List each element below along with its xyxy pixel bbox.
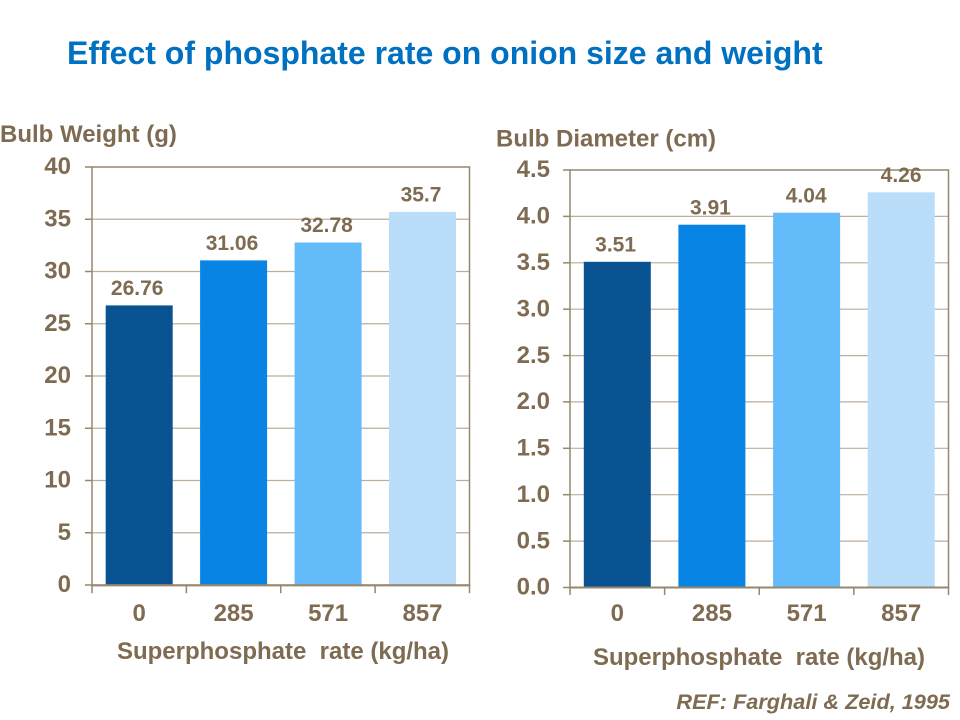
- svg-text:0: 0: [58, 571, 71, 598]
- svg-text:285: 285: [214, 600, 254, 627]
- svg-text:5: 5: [58, 519, 71, 546]
- svg-text:1.0: 1.0: [517, 481, 550, 508]
- svg-text:15: 15: [44, 414, 71, 441]
- svg-text:0: 0: [133, 600, 146, 627]
- svg-text:Superphosphate rate (kg/ha): Superphosphate rate (kg/ha): [117, 638, 449, 665]
- svg-text:3.91: 3.91: [690, 196, 731, 219]
- svg-text:3.0: 3.0: [517, 295, 550, 322]
- svg-text:857: 857: [881, 600, 921, 627]
- svg-text:26.76: 26.76: [111, 277, 164, 300]
- svg-text:Superphosphate rate (kg/ha): Superphosphate rate (kg/ha): [593, 644, 925, 671]
- svg-text:REF: Farghali & Zeid, 1995: REF: Farghali & Zeid, 1995: [676, 689, 951, 714]
- svg-text:0.0: 0.0: [517, 574, 550, 601]
- svg-text:857: 857: [402, 600, 442, 627]
- svg-text:0: 0: [611, 600, 624, 627]
- svg-text:35: 35: [44, 205, 71, 232]
- svg-text:Effect of phosphate rate on on: Effect of phosphate rate on onion size a…: [67, 35, 823, 71]
- svg-text:3.51: 3.51: [595, 233, 636, 256]
- svg-text:4.26: 4.26: [881, 164, 922, 187]
- svg-text:571: 571: [787, 600, 827, 627]
- svg-text:25: 25: [44, 310, 71, 337]
- svg-text:31.06: 31.06: [206, 232, 259, 255]
- svg-text:4.04: 4.04: [786, 184, 827, 207]
- svg-text:10: 10: [44, 467, 71, 494]
- svg-text:2.5: 2.5: [517, 342, 550, 369]
- svg-text:Bulb Weight (g): Bulb Weight (g): [0, 121, 177, 148]
- svg-text:32.78: 32.78: [300, 214, 353, 237]
- svg-text:4.0: 4.0: [517, 203, 550, 230]
- svg-text:Bulb Diameter (cm): Bulb Diameter (cm): [496, 126, 716, 153]
- svg-text:285: 285: [692, 600, 732, 627]
- svg-text:2.0: 2.0: [517, 388, 550, 415]
- svg-text:35.7: 35.7: [401, 184, 442, 207]
- svg-text:0.5: 0.5: [517, 527, 550, 554]
- svg-text:20: 20: [44, 362, 71, 389]
- svg-text:3.5: 3.5: [517, 249, 550, 276]
- svg-text:571: 571: [308, 600, 348, 627]
- svg-text:30: 30: [44, 258, 71, 285]
- svg-text:40: 40: [44, 153, 71, 180]
- svg-text:1.5: 1.5: [517, 435, 550, 462]
- svg-text:4.5: 4.5: [517, 156, 550, 183]
